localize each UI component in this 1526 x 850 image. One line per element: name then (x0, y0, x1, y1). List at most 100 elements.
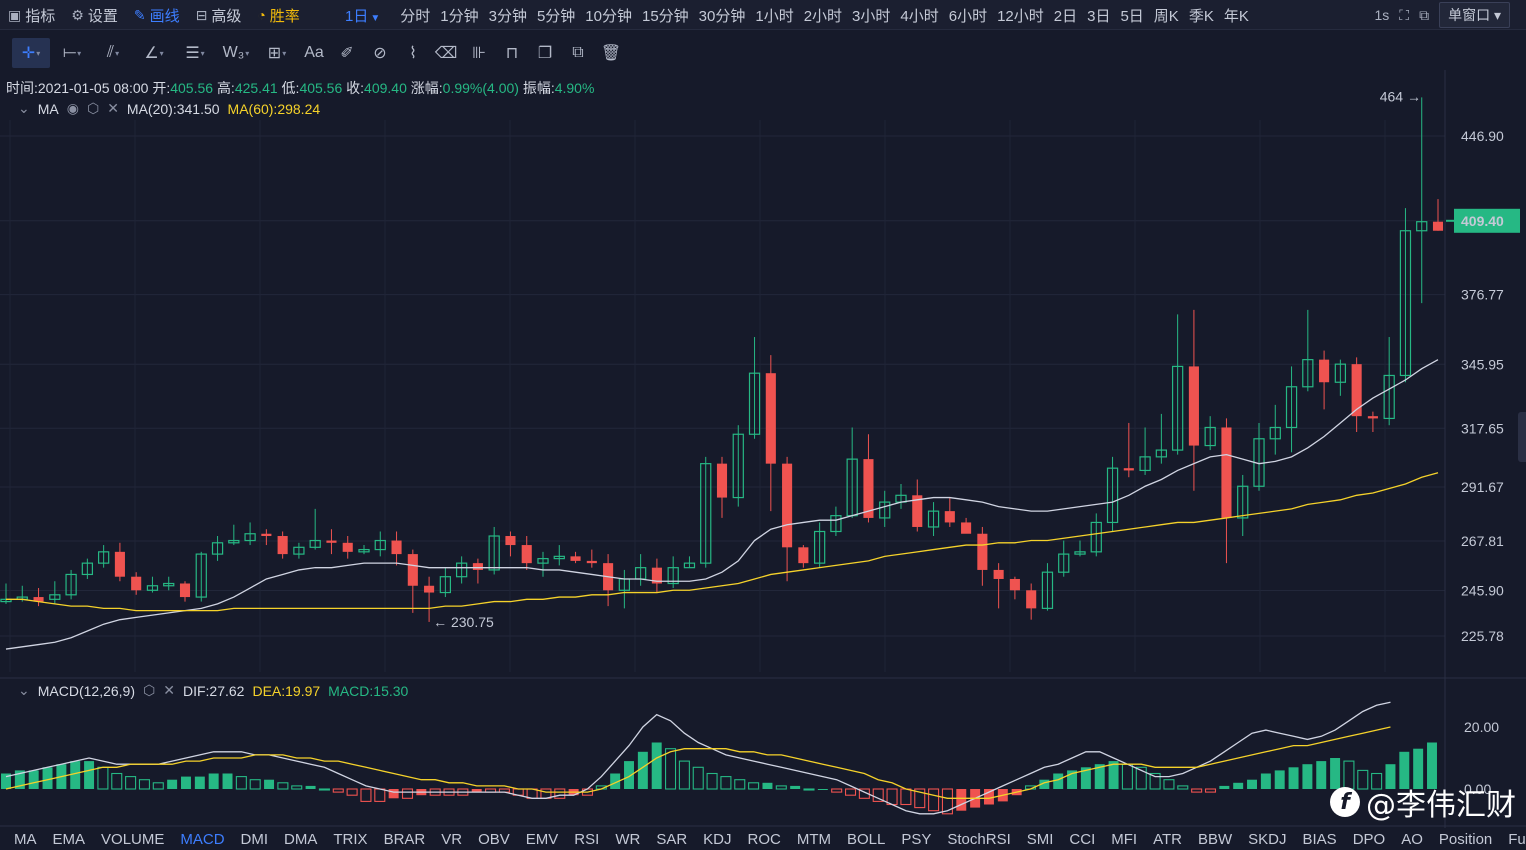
period-11[interactable]: 4小时 (895, 5, 943, 26)
indicator-tab-dmi[interactable]: DMI (240, 830, 269, 848)
period-2[interactable]: 1分钟 (435, 5, 483, 26)
copy-tool[interactable]: ❐ (530, 38, 560, 68)
indicator-tab-kdj[interactable]: KDJ (703, 830, 732, 848)
indicator-tab-trix[interactable]: TRIX (333, 830, 368, 848)
period-6[interactable]: 15分钟 (637, 5, 694, 26)
macd-bar (803, 788, 815, 791)
ruler-tool[interactable]: ⌇ (398, 38, 428, 68)
low-label: 低: (281, 80, 300, 96)
indicator-tab-psy[interactable]: PSY (901, 830, 932, 848)
indicator-tab-position[interactable]: Position (1438, 830, 1493, 848)
period-5[interactable]: 10分钟 (580, 5, 637, 26)
indicator-tab-mfi[interactable]: MFI (1111, 830, 1138, 848)
fib-tool[interactable]: ☰ ▾ (176, 38, 214, 68)
period-18[interactable]: 季K (1184, 5, 1219, 26)
ma60-value: MA(60):298.24 (227, 100, 321, 117)
refresh-interval[interactable]: 1s (1374, 7, 1390, 23)
macd-bar (180, 776, 191, 789)
side-panel-handle[interactable] (1518, 412, 1526, 462)
indicator-tab-bias[interactable]: BIAS (1302, 830, 1337, 848)
period-13[interactable]: 12小时 (992, 5, 1049, 26)
period-0[interactable]: 1日 ▼ (340, 5, 385, 26)
period-3[interactable]: 3分钟 (484, 5, 532, 26)
indicator-tab-wr[interactable]: WR (615, 830, 641, 848)
window-mode-label: 单窗口 (1448, 7, 1491, 23)
collapse-chevron-icon[interactable]: ⌄ (18, 100, 30, 116)
eraser-tool[interactable]: ⌫ (431, 38, 461, 68)
period-10[interactable]: 3小时 (847, 5, 895, 26)
eye-icon[interactable]: ◉ (66, 100, 79, 116)
collapse-chevron-icon[interactable]: ⌄ (18, 682, 30, 698)
angle-tool[interactable]: ∠ ▾ (135, 38, 173, 68)
delete-tool[interactable]: 🗑 (596, 38, 626, 68)
indicator-tab-obv[interactable]: OBV (478, 830, 510, 848)
text-tool[interactable]: Aa (299, 38, 329, 68)
indicator-tab-smi[interactable]: SMI (1026, 830, 1054, 848)
indicator-tab-vr[interactable]: VR (441, 830, 463, 848)
toolbar-button-2[interactable]: ✎ 画线 (126, 0, 188, 30)
indicator-tab-mtm[interactable]: MTM (796, 830, 831, 848)
period-19[interactable]: 年K (1219, 5, 1254, 26)
close-icon[interactable]: ✕ (107, 100, 119, 116)
indicator-tab-macd[interactable]: MACD (180, 830, 225, 848)
screenshot-tool[interactable]: ⧉ (563, 38, 593, 68)
open-value: 405.56 (170, 80, 214, 96)
period-17[interactable]: 周K (1149, 5, 1184, 26)
macd-bar (928, 788, 940, 812)
toolbar-button-0[interactable]: ▣ 指标 (0, 0, 63, 30)
indicator-tab-ma[interactable]: MA (14, 830, 37, 848)
lock-tool[interactable]: ⊓ (497, 38, 527, 68)
period-7[interactable]: 30分钟 (694, 5, 751, 26)
settings-hex-icon[interactable]: ⬡ (86, 100, 100, 116)
indicator-tab-ao[interactable]: AO (1401, 830, 1423, 848)
indicator-tab-emv[interactable]: EMV (525, 830, 559, 848)
period-12[interactable]: 6小时 (944, 5, 992, 26)
indicator-tab-rsi[interactable]: RSI (574, 830, 600, 848)
period-4[interactable]: 5分钟 (532, 5, 580, 26)
measure-tool[interactable]: ⊞ ▾ (258, 38, 296, 68)
candle-body (1237, 485, 1249, 519)
candle-body (1074, 551, 1086, 555)
macd-bar (554, 788, 566, 799)
indicator-tab-sar[interactable]: SAR (656, 830, 688, 848)
window-mode-select[interactable]: 单窗口 ▾ (1439, 2, 1510, 28)
parallel-line-tool[interactable]: ⫽ ▾ (94, 38, 132, 68)
period-14[interactable]: 2日 (1049, 5, 1082, 26)
magnet-tool[interactable]: ⊘ (365, 38, 395, 68)
indicator-tab-skdj[interactable]: SKDJ (1248, 830, 1287, 848)
period-16[interactable]: 5日 (1115, 5, 1148, 26)
indicator-tab-boll[interactable]: BOLL (847, 830, 886, 848)
indicator-tab-stochrsi[interactable]: StochRSI (947, 830, 1011, 848)
indicator-tab-dma[interactable]: DMA (284, 830, 318, 848)
indicator-tab-dpo[interactable]: DPO (1352, 830, 1386, 848)
indicator-tab-cci[interactable]: CCI (1069, 830, 1096, 848)
toolbar-button-3[interactable]: ⊟ 高级 (188, 0, 250, 30)
period-8[interactable]: 1小时 (750, 5, 798, 26)
indicator-tab-ema[interactable]: EMA (52, 830, 86, 848)
toolbar-right-group: 1s ⛶ ⧉ 单窗口 ▾ (1374, 0, 1510, 30)
period-15[interactable]: 3日 (1082, 5, 1115, 26)
indicator-tab-fundflow[interactable]: Fundflow (1508, 830, 1526, 848)
indicator-tab-volume[interactable]: VOLUME (101, 830, 165, 848)
toolbar-button-1[interactable]: ⚙ 设置 (63, 0, 126, 30)
wave-tool[interactable]: W₃ ▾ (217, 38, 255, 68)
popout-icon[interactable]: ⧉ (1419, 6, 1430, 23)
dropdown-caret-icon: ▾ (245, 48, 250, 58)
period-9[interactable]: 2小时 (799, 5, 847, 26)
indicator-tab-atr[interactable]: ATR (1153, 830, 1182, 848)
indicator-tab-bbw[interactable]: BBW (1197, 830, 1233, 848)
fullscreen-icon[interactable]: ⛶ (1399, 6, 1410, 23)
indicator-tab-roc[interactable]: ROC (747, 830, 781, 848)
horizontal-line-tool[interactable]: ⟝ ▾ (53, 38, 91, 68)
toolbar-button-4[interactable]: ◔ 胜率 (249, 0, 307, 30)
candle-body (293, 546, 305, 555)
indicator-tab-brar[interactable]: BRAR (383, 830, 426, 848)
candle-body (261, 533, 272, 537)
period-1[interactable]: 分时 (395, 5, 435, 26)
brush-tool[interactable]: ✐ (332, 38, 362, 68)
grid-tool[interactable]: ⊪ (464, 38, 494, 68)
crosshair-tool[interactable]: ✛ ▾ (12, 38, 50, 68)
close-icon[interactable]: ✕ (163, 682, 175, 698)
settings-hex-icon[interactable]: ⬡ (143, 682, 156, 698)
